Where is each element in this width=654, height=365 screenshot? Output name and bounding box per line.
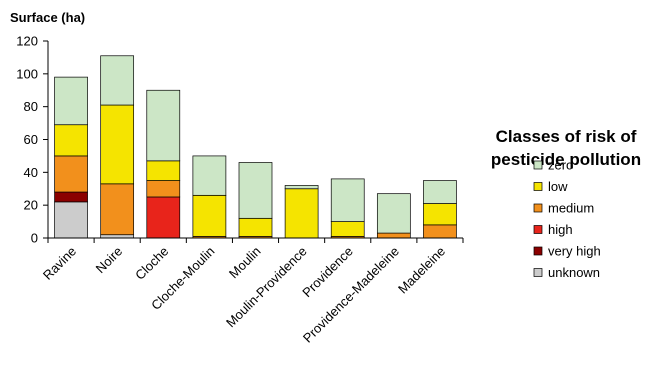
legend-label-zero: zero — [548, 158, 573, 173]
legend-swatch-high — [533, 225, 543, 234]
bar-cloche-low — [146, 160, 181, 181]
axes — [47, 41, 464, 243]
y-tick-label: 120 — [16, 34, 38, 49]
bar-cloche-high — [146, 196, 181, 239]
bar-ravine-very-high — [54, 191, 88, 203]
bar-madeleine-low — [423, 203, 457, 226]
category-label-madeleine: Madeleine — [395, 244, 448, 297]
bar-noire-zero — [100, 55, 135, 106]
bar-ravine-low — [54, 124, 88, 157]
legend-label-unknown: unknown — [548, 265, 600, 280]
bar-providence-low — [330, 221, 365, 237]
bar-madeleine-zero — [423, 180, 457, 204]
legend-label-very-high: very high — [548, 244, 601, 259]
y-axis-ticks: 0 20 40 60 80 100 120 — [16, 34, 48, 246]
legend-label-high: high — [548, 222, 573, 237]
category-label-noire: Noire — [93, 244, 126, 277]
legend-swatch-zero — [533, 160, 543, 170]
legend-swatch-very-high — [533, 246, 543, 256]
category-label-moulin-providence: Moulin-Providence — [223, 244, 310, 331]
bar-providence-madeleine-medium — [376, 232, 411, 239]
y-tick-label: 60 — [24, 132, 38, 147]
bar-moulin-providence-zero — [284, 185, 319, 190]
legend: Classes of risk of pesticide pollution z… — [491, 127, 641, 280]
legend-label-medium: medium — [548, 201, 594, 216]
y-tick-label: 20 — [24, 198, 38, 213]
bar-ravine-medium — [54, 155, 88, 193]
bar-cloche-zero — [146, 89, 181, 162]
bar-moulin-low — [238, 217, 273, 237]
legend-title-line-1: Classes of risk of — [496, 127, 637, 146]
bar-providence-zero — [330, 178, 365, 222]
bar-noire-medium — [100, 183, 135, 236]
legend-swatch-low — [533, 182, 543, 191]
y-axis-title: Surface (ha) — [10, 10, 85, 25]
bars — [54, 55, 457, 239]
bar-ravine-zero — [54, 76, 88, 126]
bar-cloche-moulin-low — [192, 194, 227, 237]
category-label-moulin: Moulin — [226, 244, 264, 282]
bar-moulin-providence-low — [284, 188, 319, 239]
category-label-cloche: Cloche — [132, 244, 171, 283]
bar-cloche-moulin-zero — [192, 155, 227, 196]
legend-swatch-medium — [533, 203, 543, 213]
y-tick-label: 0 — [31, 231, 38, 246]
y-tick-label: 80 — [24, 99, 38, 114]
bar-moulin-zero — [238, 162, 273, 219]
y-tick-label: 100 — [16, 66, 38, 81]
y-tick-label: 40 — [24, 165, 38, 180]
legend-title-line-2: pesticide pollution — [491, 150, 641, 169]
bar-cloche-medium — [146, 180, 181, 198]
category-label-ravine: Ravine — [40, 244, 79, 283]
legend-label-low: low — [548, 179, 568, 194]
bar-noire-low — [100, 104, 135, 185]
legend-swatch-unknown — [533, 268, 543, 277]
legend-items: zero low medium high very high unknown — [533, 158, 601, 280]
bar-ravine-unknown — [54, 201, 88, 239]
bar-providence-madeleine-zero — [376, 193, 411, 234]
bar-madeleine-medium — [423, 224, 457, 239]
